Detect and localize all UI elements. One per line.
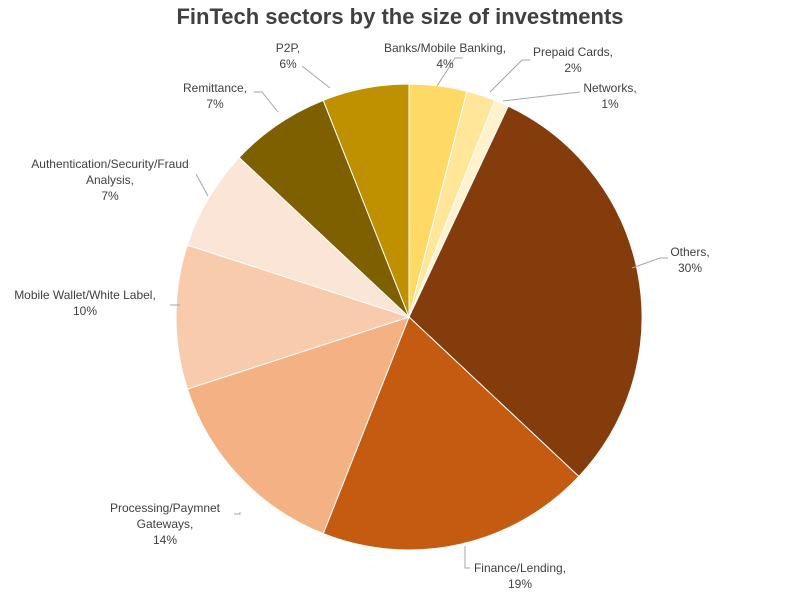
pie-slice [238, 99, 410, 318]
data-label: Finance/Lending, 19% [450, 560, 590, 592]
data-label: Prepaid Cards, 2% [518, 44, 628, 76]
leader-line [631, 257, 668, 269]
value-label: 7% [206, 97, 224, 111]
pie-slice [322, 83, 410, 318]
leader-line [464, 546, 470, 569]
data-label: Banks/Mobile Banking, 4% [380, 40, 510, 72]
data-label: P2P, 6% [258, 40, 318, 72]
pie-slice [322, 316, 580, 551]
data-label: Networks, 1% [560, 80, 660, 112]
value-label: 30% [677, 261, 703, 275]
leader-line [436, 57, 463, 87]
pie-slice [186, 156, 410, 318]
value-label: 6% [279, 57, 297, 71]
value-label: 2% [564, 61, 582, 75]
leader-line [489, 59, 530, 93]
leader-line [195, 173, 209, 197]
leader-line [234, 512, 241, 515]
data-label: Others, 30% [640, 244, 740, 276]
category-label: Authentication/Security/Fraud Analysis, [31, 157, 189, 187]
value-label: 19% [507, 577, 533, 591]
leader-line [254, 91, 279, 113]
value-label: 1% [601, 97, 619, 111]
value-label: 4% [436, 57, 454, 71]
pie-slice [408, 105, 643, 478]
value-label: 7% [101, 189, 119, 203]
leader-line [301, 65, 331, 89]
category-label: Others, [670, 245, 710, 259]
value-label: 14% [152, 533, 178, 547]
data-label: Processing/Paymnet Gateways, 14% [90, 500, 240, 548]
value-label: 10% [72, 304, 98, 318]
leader-line [502, 91, 581, 102]
data-label: Authentication/Security/Fraud Analysis, 7… [20, 156, 200, 204]
chart-title: FinTech sectors by the size of investmen… [176, 4, 624, 29]
category-label: Banks/Mobile Banking, [383, 41, 507, 55]
data-label: Remittance, 7% [160, 80, 270, 112]
pie-slice [175, 244, 411, 390]
category-label: P2P, [275, 41, 301, 55]
category-label: Remittance, [182, 81, 248, 95]
data-label: Mobile Wallet/White Label, 10% [0, 287, 170, 319]
category-label: Mobile Wallet/White Label, [14, 288, 156, 302]
category-label: Networks, [583, 81, 637, 95]
category-label: Prepaid Cards, [532, 45, 614, 59]
category-label: Finance/Lending, [473, 561, 567, 575]
category-label: Processing/Paymnet Gateways, [109, 501, 221, 531]
